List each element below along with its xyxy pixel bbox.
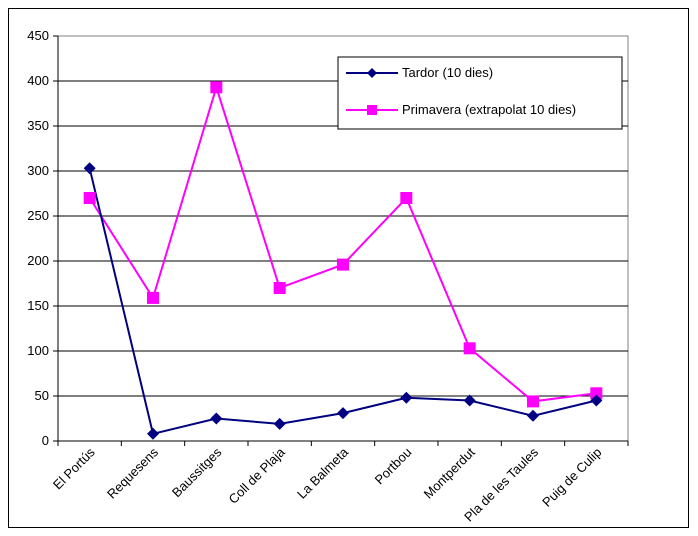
x-tick-label: El Portús xyxy=(50,444,98,492)
point-tardor xyxy=(463,394,476,407)
x-tick-label: Portbou xyxy=(372,445,415,488)
point-tardor xyxy=(337,407,349,420)
point-primavera xyxy=(83,192,96,204)
y-tick-label: 200 xyxy=(27,253,49,268)
legend-marker-primavera xyxy=(367,105,377,115)
y-axis: 0 50 100 150 200 250 300 350 400 450 xyxy=(27,28,59,448)
y-tick-label: 100 xyxy=(27,343,49,358)
legend-box xyxy=(337,56,623,130)
x-tick-label: Montperdut xyxy=(421,444,478,501)
y-tick-label: 400 xyxy=(27,73,49,88)
point-tardor xyxy=(527,409,539,422)
point-tardor xyxy=(147,427,159,440)
x-tick-label: La Balmeta xyxy=(294,444,352,502)
x-tick-label: Baussitges xyxy=(169,444,225,500)
point-primavera xyxy=(400,192,413,204)
point-primavera xyxy=(337,258,349,271)
point-tardor xyxy=(590,394,603,407)
point-primavera xyxy=(590,387,603,400)
legend: Tardor (10 dies) Primavera (extrapolat 1… xyxy=(337,56,623,130)
y-tick-label: 50 xyxy=(35,388,49,403)
y-tick-label: 150 xyxy=(27,298,49,313)
point-tardor xyxy=(400,391,413,404)
series-group xyxy=(83,81,603,440)
point-tardor xyxy=(83,162,96,175)
point-tardor xyxy=(273,417,286,430)
legend-label-primavera: Primavera (extrapolat 10 dies) xyxy=(402,102,576,117)
x-tick-label: Puig de Culip xyxy=(539,445,604,510)
x-tick-label: Coll de Plaja xyxy=(226,444,289,507)
point-primavera xyxy=(463,342,476,355)
legend-marker-tardor xyxy=(367,68,377,78)
legend-label-tardor: Tardor (10 dies) xyxy=(402,65,493,80)
y-tick-label: 0 xyxy=(42,433,49,448)
point-tardor xyxy=(210,412,223,425)
y-tick-label: 300 xyxy=(27,163,49,178)
point-primavera xyxy=(210,81,223,94)
y-tick-label: 350 xyxy=(27,118,49,133)
point-primavera xyxy=(273,282,286,294)
y-tick-label: 250 xyxy=(27,208,49,223)
point-primavera xyxy=(147,291,159,304)
point-primavera xyxy=(527,395,539,408)
y-tick-label: 450 xyxy=(27,28,49,43)
x-tick-label: Requesens xyxy=(104,444,161,501)
x-axis: El Portús Requesens Baussitges Coll de Plaj… xyxy=(50,440,629,524)
